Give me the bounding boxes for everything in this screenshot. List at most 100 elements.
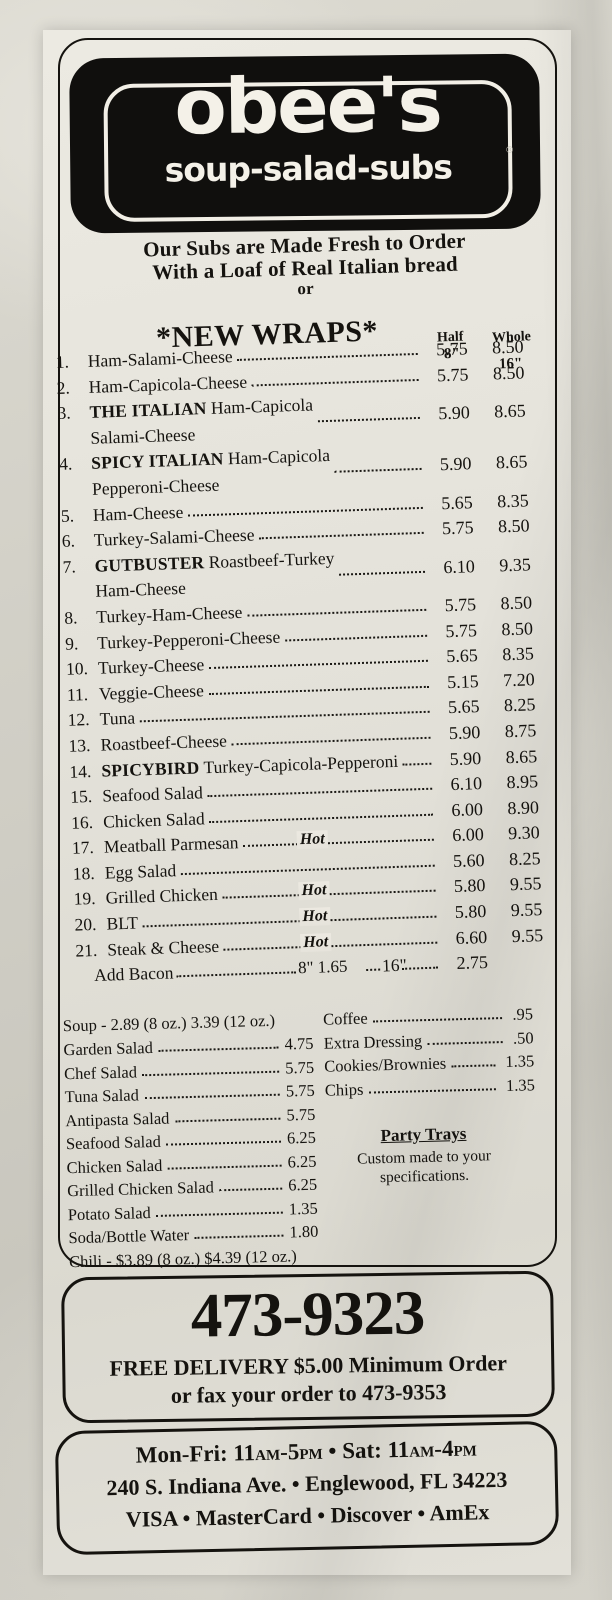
sub-item-whole-price: 8.50 [491,336,524,358]
side-item-price: 5.75 [285,1080,315,1101]
sides-left-column: Soup - 2.89 (8 oz.) 3.39 (12 oz.) Garden… [63,1010,320,1276]
sub-item-number: 17. [71,837,95,858]
phone-number[interactable]: 473-9323 [190,1277,425,1351]
sub-item-number: 8. [64,607,78,628]
sub-item-half-price: 5.60 [452,849,485,871]
fax-notice: or fax your order to 473-9353 [170,1379,447,1408]
sub-item-number: 5. [60,505,75,526]
leader-dots [156,1209,283,1217]
leader-dots [284,632,428,642]
sub-item-number: 10. [65,658,89,679]
side-item-label: Chicken Salad [66,1155,163,1177]
sub-item-continuation-text: Ham-Cheese [95,578,187,602]
sub-item-name-bold: GUTBUSTER [94,551,205,576]
side-item-price: 5.75 [284,1057,315,1078]
sub-item-number: 6. [61,530,76,552]
sub-item-whole-price: 8.95 [506,771,539,793]
leader-dots [142,913,437,928]
brand-tagline: soup-salad-subs [164,147,453,190]
sub-item-half-price: 5.65 [445,645,479,667]
sub-item-name: Grilled Chicken [105,884,219,909]
sub-item-half-price: 5.75 [445,619,478,641]
sub-item-number: 14. [69,760,92,782]
hot-badge: Hot [299,932,332,952]
sub-item-number: 21. [75,939,98,961]
sub-item-number: 19. [73,888,96,910]
leader-dots [207,785,433,798]
leader-dots [158,1044,279,1052]
party-trays-line-2: specifications. [379,1167,470,1187]
sub-item-whole-price: 8.25 [503,694,536,716]
header-tagline: Our Subs are Made Fresh to Order With a … [69,227,541,305]
sub-item-whole-price: 8.50 [501,617,534,639]
hours-weekday-pm: PM [299,1446,323,1464]
sub-item-name: Seafood Salad [101,782,204,806]
leader-dots [451,1062,495,1068]
hours-line: Mon-Fri: 11AM-5PM • Sat: 11AM-4PM [58,1434,554,1470]
hours-weekday-dash: -5 [279,1439,300,1465]
leader-dots [208,683,429,695]
leader-dots [144,1091,280,1100]
side-item-label: Grilled Chicken Salad [66,1177,215,1201]
store-address: 240 S. Indiana Ave. • Englewood, FL 3422… [106,1466,508,1501]
sub-item-half-price: 6.00 [451,798,484,820]
sub-item-number: 16. [70,811,94,833]
sub-item-name: Steak & Cheese [107,935,220,960]
leader-dots [208,657,428,670]
sub-item-whole-price: 8.65 [505,745,538,767]
hours-weekday-am: AM [255,1447,281,1465]
leader-dots [402,964,439,971]
sub-item-number: 9. [64,632,79,654]
sub-item-name: Meatball Parmesan [103,832,239,857]
sub-item-whole-price: 8.50 [497,515,530,537]
leader-dots [194,1232,284,1239]
sub-item-half-price: 5.75 [435,338,468,360]
sub-item-whole-price: 8.35 [496,489,530,511]
leader-dots [259,530,424,540]
side-item-label: Soda/Bottle Water [68,1225,190,1248]
leader-dots [209,811,434,823]
leader-dots [219,1185,282,1192]
sub-item-whole-price: 8.35 [501,643,535,665]
sub-item-name: Tuna [99,707,136,730]
sub-item-name: Veggie-Cheese [98,679,205,704]
leader-dots [368,1085,496,1094]
sub-item-continuation-text: Salami-Cheese [90,424,196,448]
sub-item-name: Ham-Capicola-Cheese [88,371,248,397]
sub-item-number: 12. [67,709,90,731]
leader-dots [231,734,431,746]
leader-dots [167,1162,282,1170]
hot-badge: Hot [296,830,329,850]
sub-item-name: BLT [106,912,139,934]
menu-content: obee's soup-salad-subs ® Our Subs are Ma… [52,38,564,1568]
sub-item-whole-price: 8.75 [504,720,537,742]
hours-saturday-dash: -4 [433,1435,454,1462]
side-item-label: Garden Salad [63,1037,154,1060]
leader-dots [251,376,419,387]
sub-item-name: Chicken Salad [102,807,205,832]
sub-item-half-price: 5.90 [448,722,481,744]
leader-dots [166,1138,281,1146]
leader-dots [187,504,423,517]
side-item-price: .95 [512,1004,534,1024]
brand-logo: obee's soup-salad-subs ® [69,53,541,234]
leader-dots [243,836,434,848]
sub-item-name: Egg Salad [104,860,177,883]
side-item-price: .50 [512,1027,534,1048]
sub-item-half-price: 5.80 [454,901,487,923]
hours-saturday-am: AM [409,1444,435,1461]
sub-item-name-plain: Roastbeef-Turkey [203,547,335,572]
sub-item-whole-price: 9.30 [507,822,541,844]
phone-box: 473-9323 FREE DELIVERY $5.00 Minimum Ord… [61,1270,555,1424]
sub-item-half-price: 5.15 [446,670,479,692]
delivery-notice: FREE DELIVERY $5.00 Minimum Order [109,1350,508,1381]
side-item-row[interactable]: Chips 1.35 [325,1075,536,1104]
sub-item-name-plain: Ham-Capicola [223,445,331,469]
logo-inner-border: obee's soup-salad-subs ® [103,60,514,223]
sub-item-half-price: 5.75 [436,363,469,385]
sub-item-whole-price: 8.50 [500,592,533,614]
leader-dots [402,760,432,766]
sub-item-whole-price: 7.20 [502,668,535,691]
sub-item-whole-price: 8.50 [492,362,525,384]
side-item-label: Potato Salad [67,1202,152,1224]
